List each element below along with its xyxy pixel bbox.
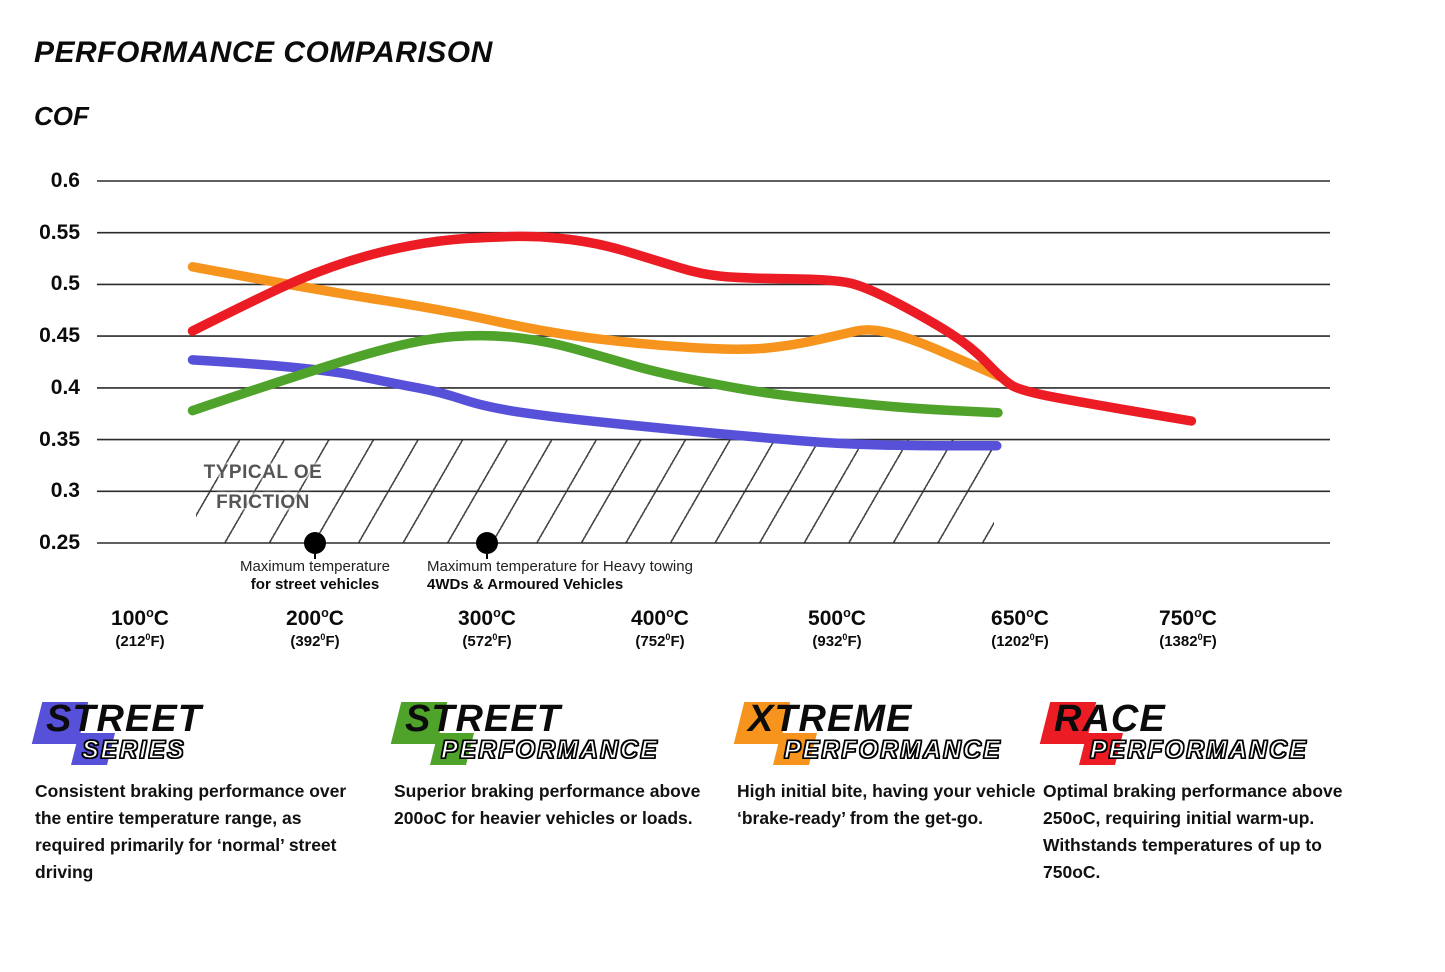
x-tick-label: 500oC (9320F) — [808, 606, 866, 650]
typical-oe-friction-label: TYPICAL OE FRICTION — [203, 462, 323, 513]
legend-street-performance: STREET PERFORMANCE Superior braking perf… — [390, 698, 734, 832]
x-tick-label: 300oC (5720F) — [458, 606, 516, 650]
y-tick-label: 0.35 — [39, 427, 80, 451]
legend-street-series: STREET SERIES Consistent braking perform… — [31, 698, 375, 886]
x-tick-label: 650oC (12020F) — [991, 606, 1049, 650]
y-tick-label: 0.45 — [39, 324, 80, 348]
street-performance-description: Superior braking performance above 200oC… — [394, 781, 701, 828]
y-tick-label: 0.5 — [50, 272, 80, 296]
legend-xtreme-performance: XTREME PERFORMANCE High initial bite, ha… — [733, 698, 1077, 832]
street-series-description: Consistent braking performance over the … — [35, 781, 347, 882]
max-temp-street-note: Maximum temperature for street vehicles — [239, 558, 391, 593]
xtreme-performance-logo: XTREME PERFORMANCE — [733, 698, 1077, 774]
max-temperature-marker-dot — [476, 532, 498, 554]
race-performance-description: Optimal braking performance above 250oC,… — [1043, 781, 1343, 882]
xtreme-performance-description: High initial bite, having your vehicle ‘… — [737, 781, 1036, 828]
x-tick-label: 400oC (7520F) — [631, 606, 689, 650]
street-series-logo: STREET SERIES — [31, 698, 375, 774]
x-tick-label: 100oC (2120F) — [111, 606, 169, 650]
curve-street-series — [187, 355, 1002, 451]
x-tick-label: 200oC (3920F) — [286, 606, 344, 650]
curve-race-performance — [187, 231, 1197, 426]
legend-race-performance: RACE PERFORMANCE Optimal braking perform… — [1039, 698, 1383, 886]
curve-street-performance — [187, 330, 1003, 418]
max-temp-towing-note: Maximum temperature for Heavy towing 4WD… — [427, 558, 693, 593]
race-performance-logo: RACE PERFORMANCE — [1039, 698, 1383, 774]
max-temperature-marker-dot — [304, 532, 326, 554]
y-tick-label: 0.55 — [39, 220, 80, 244]
y-tick-label: 0.25 — [39, 531, 80, 554]
y-axis-title: COF — [34, 101, 89, 131]
page-title: PERFORMANCE COMPARISON — [34, 36, 493, 69]
y-tick-label: 0.6 — [50, 169, 80, 192]
y-tick-label: 0.4 — [50, 375, 80, 399]
street-performance-logo: STREET PERFORMANCE — [390, 698, 734, 774]
y-tick-label: 0.3 — [50, 479, 80, 503]
curve-xtreme-performance — [187, 262, 1007, 383]
x-tick-label: 750oC (13820F) — [1159, 606, 1217, 650]
cof-line-chart — [97, 180, 1330, 559]
